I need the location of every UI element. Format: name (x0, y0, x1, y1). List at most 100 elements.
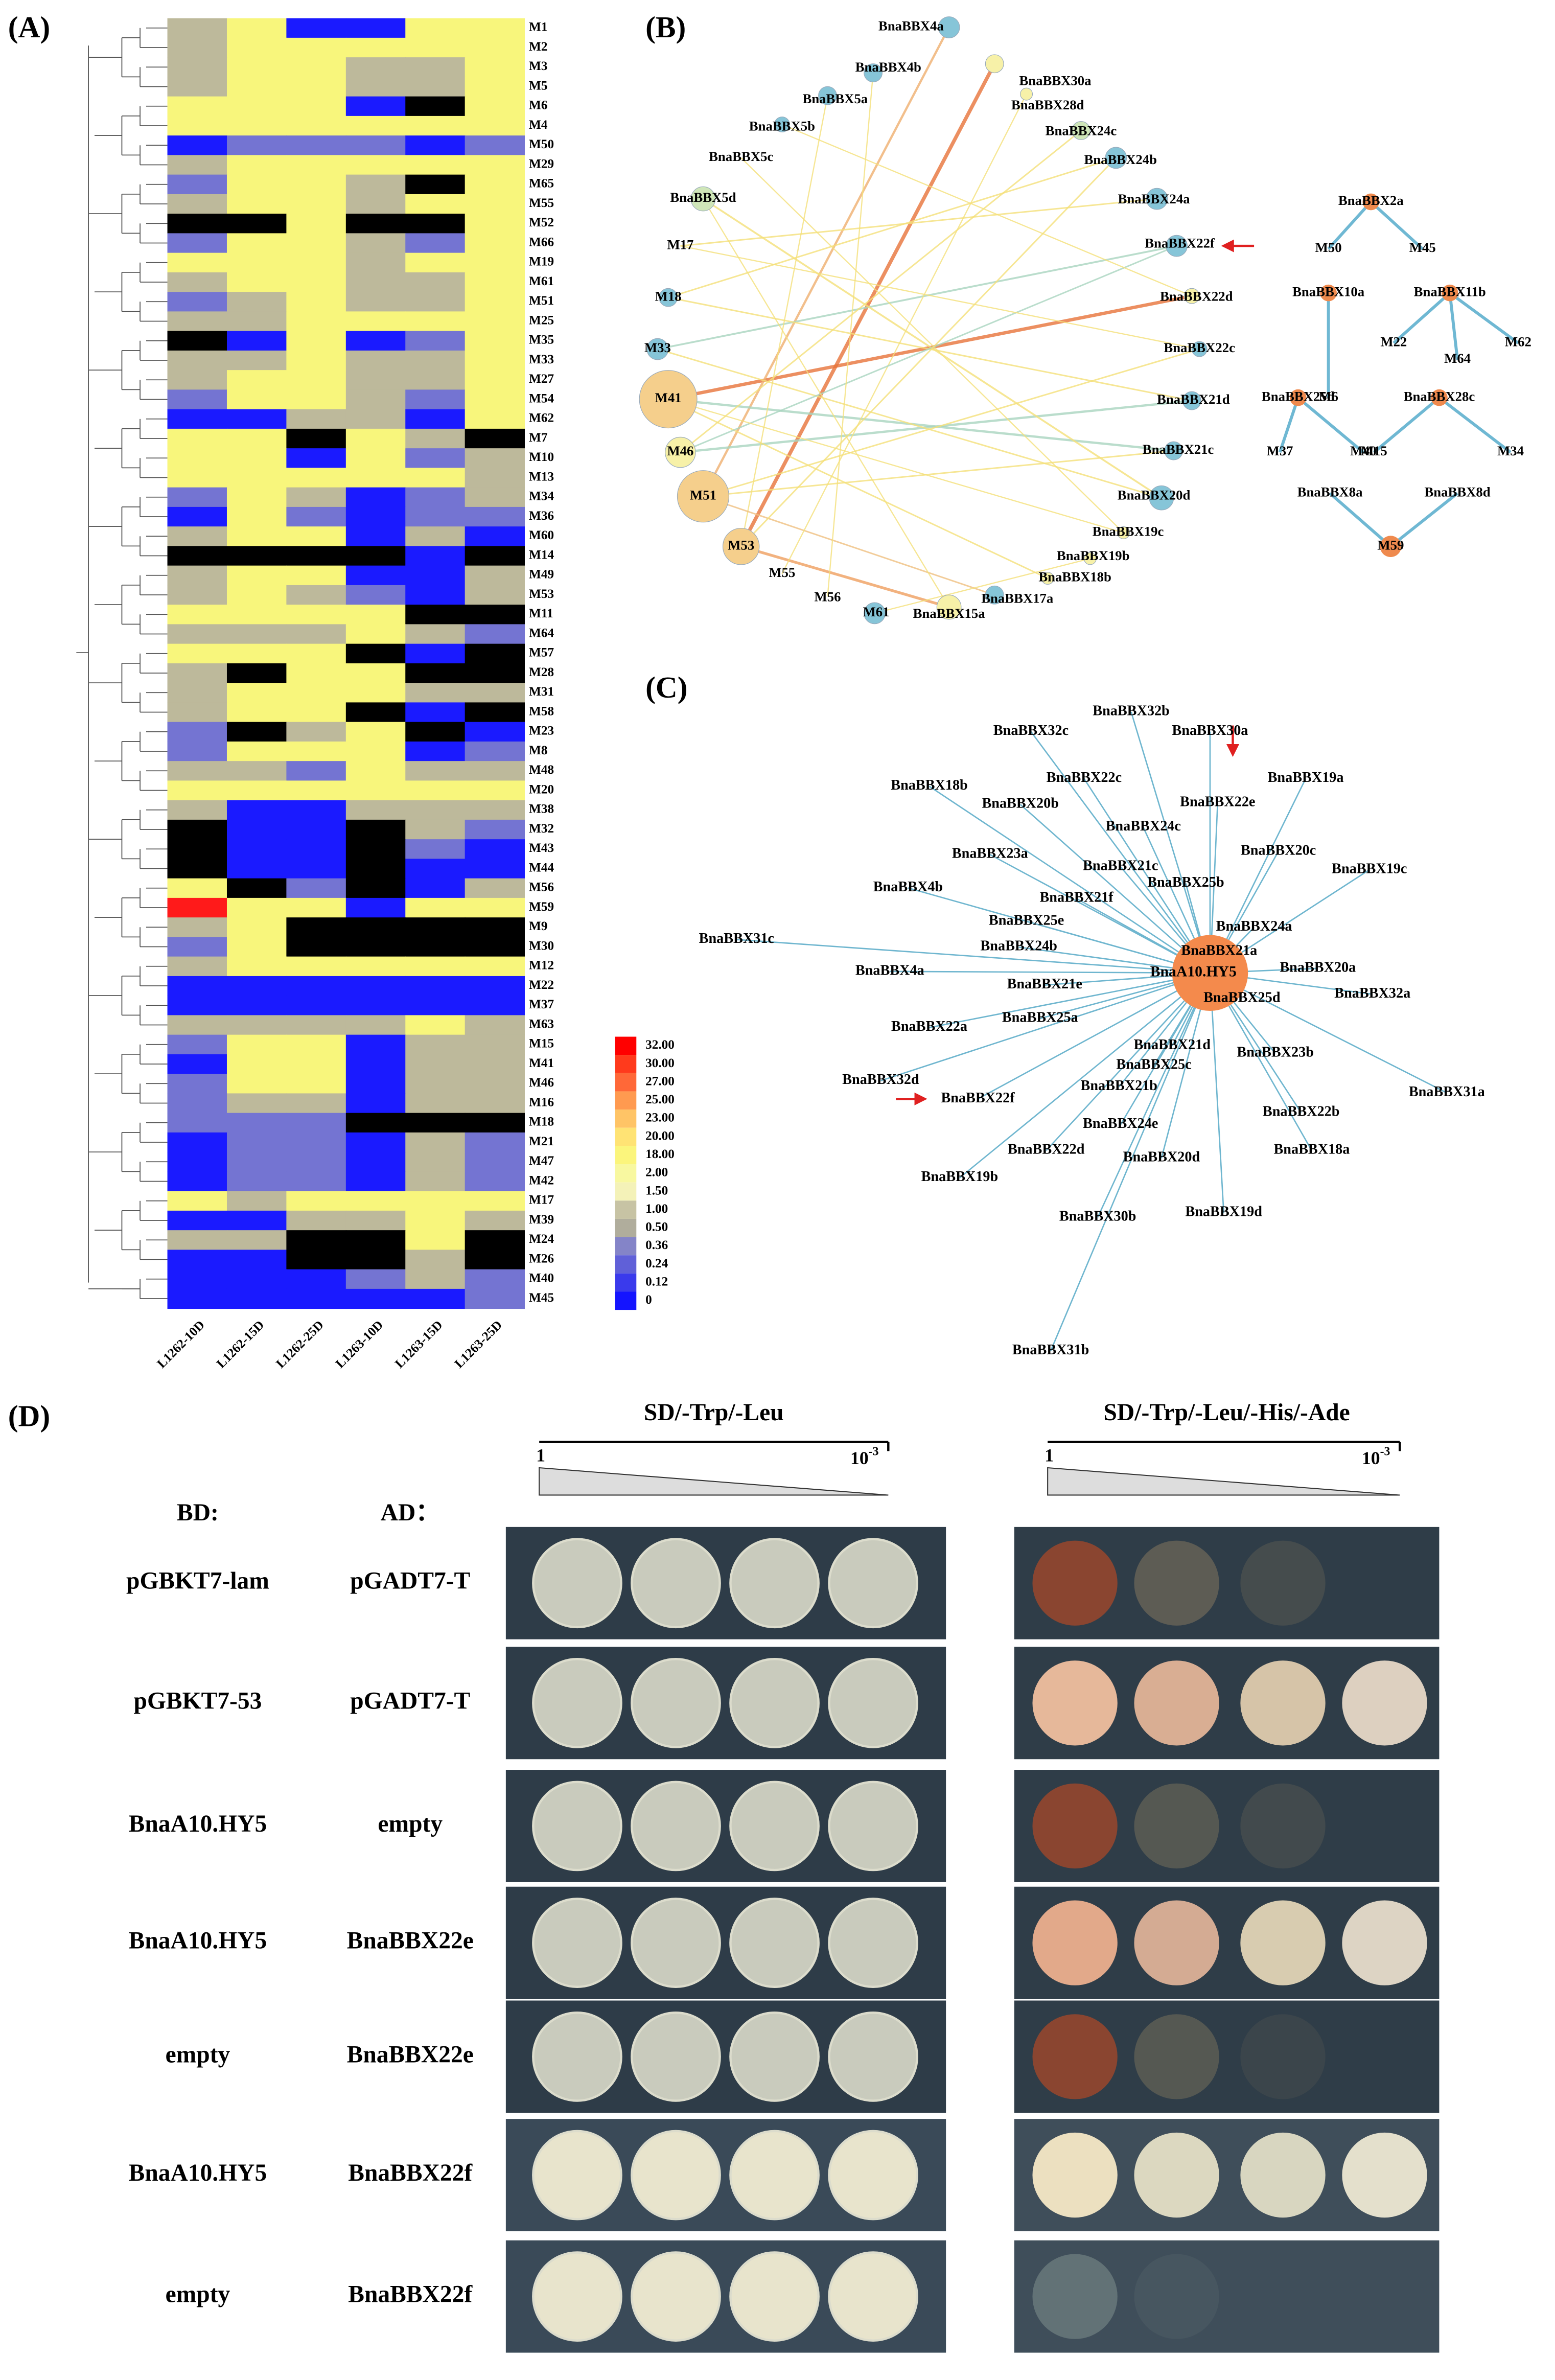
heatmap-cell (226, 18, 287, 38)
heatmap-cell (465, 331, 525, 351)
network-edge (702, 27, 950, 497)
row-label: M20 (529, 782, 554, 796)
row-label: M47 (529, 1154, 554, 1168)
node-label: BnaBBX10a (1292, 284, 1364, 299)
heatmap-cell (465, 800, 525, 820)
yeast-spot (631, 1898, 721, 1988)
node-label: BnaBBX24b (1084, 152, 1157, 167)
node-label: BnaBBX5c (709, 149, 773, 164)
row-label: M32 (529, 822, 554, 836)
legend-label: 1.00 (645, 1202, 668, 1216)
legend-swatch (615, 1218, 637, 1237)
heatmap-cell (345, 1113, 406, 1133)
heatmap-cell (345, 546, 406, 566)
heatmap-cell (345, 1054, 406, 1075)
heatmap-cell (286, 487, 346, 507)
yeast-spot (828, 1658, 918, 1748)
ad-strain: BnaBBX22f (348, 2160, 473, 2186)
heatmap-cell (286, 643, 346, 664)
row-label: M18 (529, 1115, 554, 1129)
yeast-spot (631, 1781, 721, 1871)
yeast-spot (1134, 2132, 1219, 2218)
node-label: M46 (667, 443, 693, 458)
heatmap-cell (465, 468, 525, 488)
dilution-wedge (539, 1467, 889, 1496)
heatmap-cell (226, 1132, 287, 1153)
heatmap-cell (405, 624, 466, 644)
heatmap-cell (405, 683, 466, 703)
bd-strain: BnaA10.HY5 (129, 2160, 267, 2186)
node-label: BnaBBX22c (1164, 340, 1235, 355)
heatmap-cell (345, 1269, 406, 1289)
heatmap-cell (405, 331, 466, 351)
network-edge (1297, 396, 1364, 454)
heatmap-cell (226, 1250, 287, 1270)
yeast-spot (1240, 1900, 1326, 1985)
network-edge (959, 972, 1211, 1179)
row-label: M23 (529, 724, 554, 738)
network-node (1020, 87, 1033, 101)
network-edge (880, 972, 1211, 1081)
network-edge (1438, 396, 1512, 454)
heatmap-cell (167, 1269, 227, 1289)
heatmap-cell (345, 448, 406, 469)
heatmap-cell (167, 155, 227, 175)
network-edge (929, 785, 1211, 974)
column-label: L1263-25D (452, 1318, 505, 1371)
row-label: M8 (529, 744, 547, 757)
heatmap-cell (405, 1191, 466, 1211)
heatmap-cell (167, 115, 227, 136)
heatmap-cell (465, 897, 525, 918)
heatmap-cell (226, 996, 287, 1016)
heatmap-cell (465, 1171, 525, 1192)
node-label: M62 (1505, 334, 1531, 349)
network-node (1083, 552, 1097, 565)
legend-label: 32.00 (645, 1038, 675, 1052)
heatmap-cell (465, 1015, 525, 1035)
heatmap-cell (286, 859, 346, 879)
node-label: M18 (655, 288, 682, 304)
network-node (659, 288, 678, 307)
network-edge (668, 398, 1124, 534)
heatmap-cell (226, 702, 287, 723)
ad-strain: BnaBBX22e (347, 2041, 474, 2068)
node-label: BnaBBX28d (1011, 97, 1084, 112)
heatmap-cell (405, 917, 466, 938)
yeast-spot (1134, 1660, 1219, 1746)
heatmap-cell (345, 389, 406, 410)
heatmap-cell (286, 937, 346, 957)
legend-swatch (615, 1036, 637, 1055)
row-label: M40 (529, 1272, 554, 1285)
heatmap-cell (345, 996, 406, 1016)
heatmap-cell (167, 214, 227, 234)
network-node (690, 186, 716, 212)
heatmap-cell (286, 605, 346, 625)
heatmap-cell (167, 585, 227, 606)
heatmap-cell (167, 780, 227, 801)
legend-label: 27.00 (645, 1074, 675, 1088)
heatmap-cell (226, 428, 287, 449)
heatmap-cell (286, 780, 346, 801)
row-label: M29 (529, 157, 554, 171)
node-label: BnaBBX24c (1106, 818, 1181, 834)
heatmap-cell (345, 605, 406, 625)
network-edge (703, 450, 1174, 497)
heatmap-cell (167, 389, 227, 410)
heatmap-cell (345, 57, 406, 78)
heatmap-cell (465, 1250, 525, 1270)
network-edge (1083, 778, 1211, 974)
node-label: BnaBBX19a (1268, 770, 1344, 785)
heatmap-cell (167, 1132, 227, 1153)
heatmap-cell (286, 409, 346, 429)
heatmap-cell (405, 174, 466, 195)
heatmap-cell (167, 487, 227, 507)
heatmap-cell (465, 194, 525, 215)
heatmap-cell (465, 272, 525, 293)
heatmap-cell (345, 252, 406, 273)
dilution-base: 10 (1362, 1448, 1380, 1468)
network-edge (1050, 973, 1211, 1351)
row-label: M37 (529, 998, 554, 1011)
heatmap-cell (226, 956, 287, 977)
network-edge (740, 157, 1124, 534)
node-label: M33 (644, 340, 671, 355)
